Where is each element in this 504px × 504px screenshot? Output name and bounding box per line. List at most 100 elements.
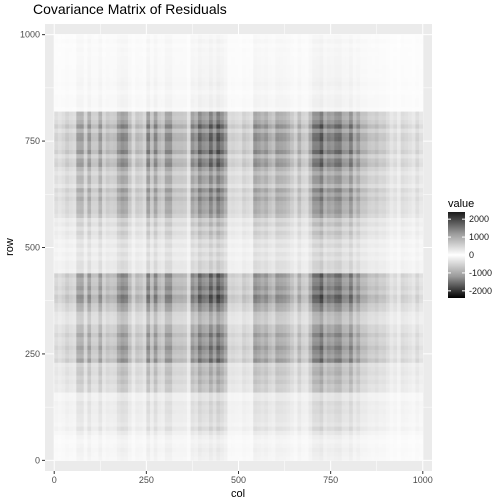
heatmap-cell [256, 383, 261, 389]
heatmap-cell [127, 379, 132, 385]
heatmap-cell [98, 277, 103, 282]
heatmap-cell [242, 426, 247, 431]
heatmap-cell [168, 366, 173, 372]
heatmap-cell [282, 277, 287, 282]
heatmap-cell [415, 400, 420, 406]
heatmap-cell [124, 260, 129, 265]
heatmap-cell [190, 341, 195, 346]
heatmap-cell [109, 345, 114, 350]
heatmap-cell [105, 451, 110, 457]
heatmap-cell [393, 285, 398, 291]
heatmap-cell [161, 319, 166, 325]
heatmap-cell [168, 405, 173, 410]
heatmap-cell [68, 447, 73, 453]
heatmap-cells [54, 34, 424, 461]
heatmap-cell [345, 426, 350, 431]
heatmap-cell [142, 328, 147, 333]
heatmap-cell [334, 400, 339, 406]
heatmap-cell [179, 451, 184, 457]
heatmap-cell [338, 439, 342, 444]
heatmap-cell [157, 349, 162, 355]
heatmap-cell [131, 315, 136, 321]
heatmap-cell [205, 439, 210, 444]
heatmap-cell [113, 422, 118, 427]
heatmap-cell [419, 362, 424, 367]
heatmap-cell [363, 409, 368, 414]
heatmap-cell [94, 383, 99, 389]
heatmap-cell [150, 400, 155, 406]
heatmap-cell [393, 443, 398, 448]
heatmap-cell [131, 443, 136, 448]
heatmap-cell [157, 443, 162, 448]
heatmap-cell [142, 422, 147, 427]
heatmap-cell [404, 349, 409, 355]
heatmap-cell [345, 290, 350, 295]
heatmap-cell [363, 434, 368, 440]
heatmap-cell [102, 443, 107, 448]
heatmap-cell [98, 392, 103, 397]
heatmap-cell [120, 290, 125, 295]
heatmap-cell [356, 370, 361, 376]
heatmap-cell [120, 311, 125, 316]
heatmap-cell [157, 430, 162, 436]
heatmap-cell [275, 260, 280, 265]
heatmap-cell [275, 324, 280, 329]
heatmap-cell [334, 366, 339, 372]
heatmap-cell [396, 396, 401, 402]
heatmap-cell [172, 324, 177, 329]
heatmap-cell [415, 366, 420, 372]
heatmap-cell [308, 247, 313, 253]
heatmap-cell [131, 302, 136, 308]
heatmap-cell [135, 451, 140, 457]
heatmap-cell [135, 268, 140, 274]
heatmap-cell [83, 383, 88, 389]
heatmap-cell [393, 319, 398, 325]
heatmap-cell [326, 370, 331, 376]
heatmap-cell [378, 341, 383, 346]
heatmap-cell [94, 456, 99, 461]
heatmap-cell [131, 426, 136, 431]
heatmap-cell [164, 273, 169, 278]
heatmap-cell [109, 366, 114, 372]
heatmap-cell [271, 332, 276, 338]
heatmap-cell [227, 345, 232, 350]
heatmap-cell [260, 426, 265, 431]
heatmap-cell [290, 273, 295, 278]
heatmap-cell [404, 281, 409, 287]
heatmap-cell [304, 251, 309, 257]
heatmap-cell [319, 319, 324, 325]
heatmap-cell [72, 260, 77, 265]
heatmap-cell [91, 370, 96, 376]
heatmap-cell [183, 451, 188, 457]
heatmap-cell [212, 298, 217, 304]
heatmap-cell [179, 349, 184, 355]
heatmap-cell [419, 328, 424, 333]
heatmap-cell [352, 434, 357, 440]
heatmap-cell [91, 285, 96, 291]
heatmap-cell [326, 379, 331, 385]
heatmap-cell [131, 319, 136, 325]
heatmap-cell [72, 251, 77, 257]
heatmap-cell [341, 370, 346, 376]
heatmap-cell [330, 268, 335, 274]
heatmap-cell [338, 422, 342, 427]
heatmap-cell [290, 328, 295, 333]
heatmap-cell [253, 285, 258, 291]
heatmap-cell [308, 413, 313, 419]
heatmap-cell [279, 413, 284, 419]
heatmap-cell [120, 251, 125, 257]
heatmap-cell [326, 426, 331, 431]
heatmap-cell [326, 332, 331, 338]
heatmap-cell [260, 409, 265, 414]
heatmap-cell [197, 345, 202, 350]
heatmap-cell [80, 358, 84, 363]
heatmap-cell [374, 383, 379, 389]
heatmap-cell [378, 268, 383, 274]
heatmap-cell [179, 447, 184, 453]
heatmap-cell [161, 328, 166, 333]
heatmap-cell [190, 439, 195, 444]
heatmap-cell [271, 247, 276, 253]
heatmap-cell [183, 400, 188, 406]
heatmap-cell [315, 400, 320, 406]
